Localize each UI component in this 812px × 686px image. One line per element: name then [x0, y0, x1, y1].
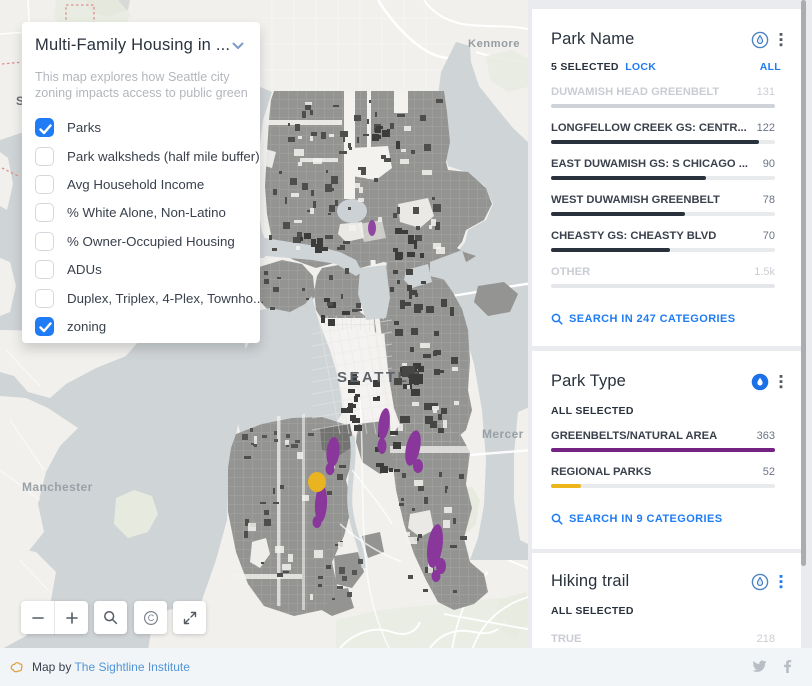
svg-text:Kenmore: Kenmore	[468, 38, 520, 50]
svg-text:S: S	[16, 94, 24, 108]
svg-text:C: C	[147, 613, 154, 623]
svg-text:Mercer: Mercer	[482, 427, 524, 441]
svg-text:Manchester: Manchester	[22, 480, 93, 494]
